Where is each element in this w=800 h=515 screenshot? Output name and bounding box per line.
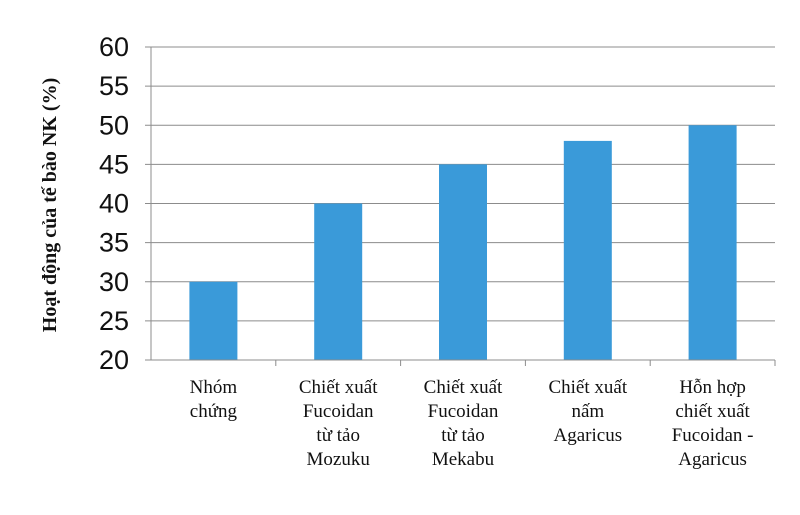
x-category-label-line: Nhóm — [190, 377, 238, 398]
y-tick-label: 25 — [99, 306, 129, 336]
x-category-label-line: Fucoidan - — [672, 425, 754, 446]
x-category-label-line: Mozuku — [307, 449, 371, 470]
bar — [439, 164, 487, 360]
y-tick-label: 35 — [99, 228, 129, 258]
bar — [688, 125, 737, 360]
x-category-label-line: Fucoidan — [303, 401, 374, 422]
x-category-label: Hỗn hợp chiết xuất Fucoidan - Agaricus — [672, 377, 754, 470]
x-category-label-line: Fucoidan — [428, 401, 499, 422]
x-category-label-line: chứng — [190, 401, 238, 422]
x-category-label-line: chiết xuất — [675, 401, 750, 422]
y-tick-label: 60 — [99, 32, 129, 62]
x-category-label: Chiết xuất Fucoidan từ tảo Mozuku — [299, 377, 378, 470]
axes — [145, 46, 776, 366]
y-tick-label: 55 — [99, 71, 129, 101]
x-category-label-line: nấm — [571, 401, 604, 422]
x-category-label-line: Agaricus — [554, 425, 623, 446]
x-category-label: Chiết xuất Fucoidan từ tảo Mekabu — [424, 377, 503, 470]
x-category-label-line: Chiết xuất — [299, 377, 378, 398]
bar — [189, 281, 238, 360]
x-category-label-line: từ tảo — [441, 425, 485, 446]
x-category-label-line: Agaricus — [678, 449, 747, 470]
x-category-label-line: Chiết xuất — [424, 377, 503, 398]
y-tick-label: 50 — [99, 110, 129, 140]
y-tick-label: 20 — [99, 345, 129, 375]
y-tick-labels: 20 25 30 35 40 45 50 55 60 — [99, 32, 129, 375]
bar — [314, 203, 363, 360]
bars — [189, 125, 737, 360]
x-category-label-line: Hỗn hợp — [679, 377, 746, 398]
x-category-label-line: Chiết xuất — [548, 377, 627, 398]
y-tick-label: 30 — [99, 267, 129, 297]
x-category-label-line: từ tảo — [316, 425, 360, 446]
x-category-label-line: Mekabu — [432, 449, 495, 470]
x-category-label: Nhóm chứng — [190, 377, 238, 422]
y-tick-label: 40 — [99, 189, 129, 219]
y-axis-label: Hoạt động của tế bào NK (%) — [39, 78, 61, 332]
y-tick-label: 45 — [99, 149, 129, 179]
bar — [563, 140, 612, 360]
x-category-label: Chiết xuất nấm Agaricus — [548, 377, 627, 446]
